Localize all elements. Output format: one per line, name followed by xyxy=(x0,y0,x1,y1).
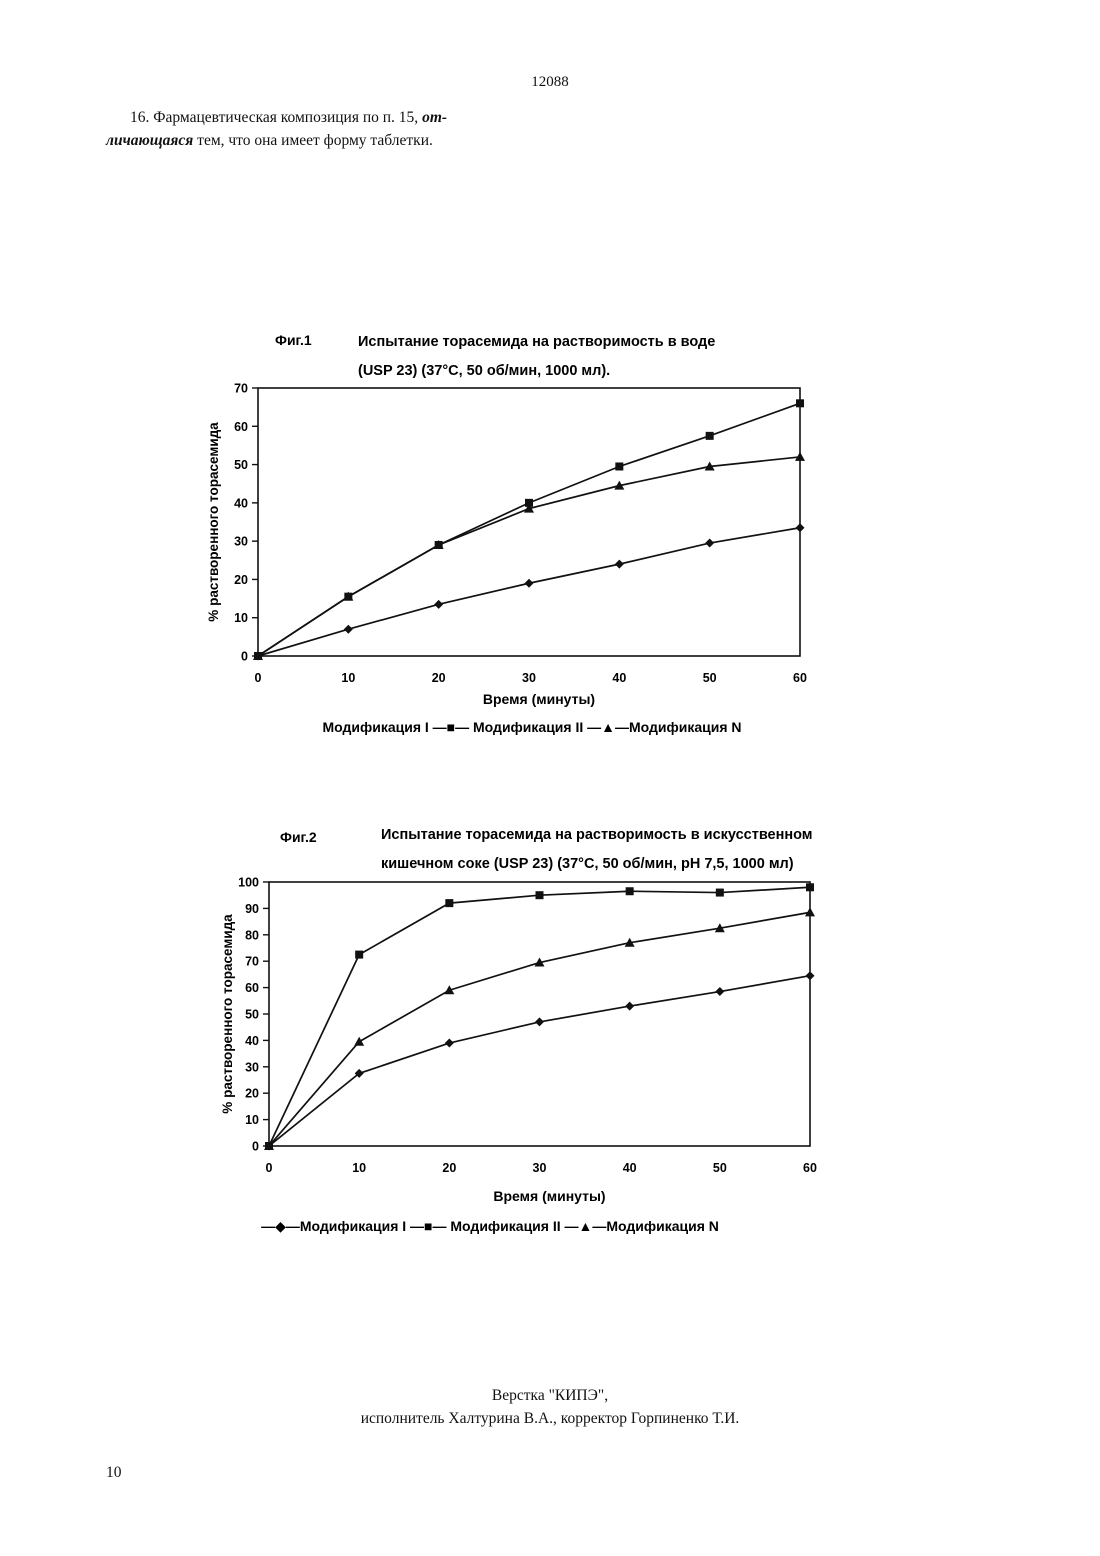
y-tick-label: 70 xyxy=(245,955,259,969)
document-number: 12088 xyxy=(0,74,1100,91)
data-point xyxy=(445,1039,454,1048)
data-point xyxy=(445,899,453,907)
fig-label: Фиг.2 xyxy=(280,829,317,845)
plot-area xyxy=(269,882,810,1146)
x-axis-label: Время (минуты) xyxy=(483,691,595,707)
data-point xyxy=(535,1017,544,1026)
footer-line-1: Верстка "КИПЭ", xyxy=(0,1384,1100,1407)
y-tick-label: 100 xyxy=(238,876,259,890)
x-tick-label: 0 xyxy=(255,671,262,685)
chart-subtitle: (USP 23) (37°C, 50 об/мин, 1000 мл). xyxy=(358,363,610,379)
data-point xyxy=(344,625,353,634)
data-point xyxy=(525,579,534,588)
y-tick-label: 30 xyxy=(234,535,248,549)
y-axis-label: % растворенного торасемида xyxy=(206,422,221,622)
data-point xyxy=(536,891,544,899)
x-tick-label: 60 xyxy=(803,1161,817,1175)
series-1 xyxy=(254,523,805,660)
series-line xyxy=(269,976,810,1146)
claim-emphasis-2: личающаяся xyxy=(106,132,193,149)
data-point xyxy=(806,883,814,891)
data-point xyxy=(806,971,815,980)
fig-label: Фиг.1 xyxy=(275,332,312,348)
x-tick-label: 10 xyxy=(341,671,355,685)
data-point xyxy=(354,1037,364,1046)
y-tick-label: 40 xyxy=(245,1034,259,1048)
page-number: 10 xyxy=(106,1464,122,1482)
series-3 xyxy=(253,452,805,660)
y-tick-label: 40 xyxy=(234,496,248,510)
claim-emphasis-1: от- xyxy=(422,109,447,126)
series-line xyxy=(258,457,800,656)
y-tick-label: 10 xyxy=(245,1113,259,1127)
chart-subtitle: кишечном соке (USP 23) (37°C, 50 об/мин,… xyxy=(381,856,794,872)
data-point xyxy=(625,1002,634,1011)
x-tick-label: 30 xyxy=(522,671,536,685)
chart-title: Испытание торасемида на растворимость в … xyxy=(381,827,813,843)
x-tick-label: 40 xyxy=(612,671,626,685)
y-tick-label: 0 xyxy=(252,1140,259,1154)
y-tick-label: 20 xyxy=(245,1087,259,1101)
data-point xyxy=(796,523,805,532)
data-point xyxy=(805,907,815,916)
series-2 xyxy=(265,883,814,1150)
claim-paragraph: 16. Фармацевтическая композиция по п. 15… xyxy=(106,106,526,152)
x-tick-label: 30 xyxy=(533,1161,547,1175)
y-tick-label: 0 xyxy=(241,650,248,664)
x-tick-label: 20 xyxy=(442,1161,456,1175)
data-point xyxy=(626,887,634,895)
data-point xyxy=(706,432,714,440)
claim-tail: тем, что она имеет форму таблетки. xyxy=(197,132,433,149)
chart-title: Испытание торасемида на растворимость в … xyxy=(358,334,715,350)
y-tick-label: 60 xyxy=(234,420,248,434)
y-tick-label: 30 xyxy=(245,1060,259,1074)
chart-fig2: Фиг.2 Испытание торасемида на растворимо… xyxy=(190,816,850,1246)
data-point xyxy=(795,452,805,461)
legend: —◆—Модификация I —■— Модификация II —▲—М… xyxy=(261,1218,719,1234)
y-axis-label: % растворенного торасемида xyxy=(220,914,235,1114)
y-tick-label: 90 xyxy=(245,902,259,916)
plot-area xyxy=(258,388,800,656)
data-point xyxy=(615,462,623,470)
series-1 xyxy=(265,971,815,1150)
x-axis-label: Время (минуты) xyxy=(493,1188,605,1204)
data-point xyxy=(716,889,724,897)
series-line xyxy=(269,912,810,1146)
x-tick-label: 10 xyxy=(352,1161,366,1175)
data-point xyxy=(355,951,363,959)
y-tick-label: 50 xyxy=(245,1008,259,1022)
data-point xyxy=(705,539,714,548)
data-point xyxy=(715,987,724,996)
data-point xyxy=(796,399,804,407)
legend: Модификация I —■— Модификация II —▲—Моди… xyxy=(322,719,741,735)
y-tick-label: 60 xyxy=(245,981,259,995)
series-line xyxy=(258,528,800,656)
y-tick-label: 10 xyxy=(234,611,248,625)
footer-line-2: исполнитель Халтурина В.А., корректор Го… xyxy=(0,1407,1100,1430)
series-2 xyxy=(254,399,804,660)
y-tick-label: 70 xyxy=(234,382,248,396)
data-point xyxy=(615,560,624,569)
y-tick-label: 80 xyxy=(245,928,259,942)
y-tick-label: 20 xyxy=(234,573,248,587)
x-tick-label: 60 xyxy=(793,671,807,685)
series-3 xyxy=(264,907,815,1150)
x-tick-label: 50 xyxy=(703,671,717,685)
claim-lead: 16. Фармацевтическая композиция по п. 15… xyxy=(130,109,418,126)
x-tick-label: 50 xyxy=(713,1161,727,1175)
x-tick-label: 20 xyxy=(432,671,446,685)
data-point xyxy=(434,600,443,609)
chart-fig1: Фиг.1 Испытание торасемида на растворимо… xyxy=(180,322,840,742)
y-tick-label: 50 xyxy=(234,458,248,472)
series-line xyxy=(258,403,800,656)
x-tick-label: 40 xyxy=(623,1161,637,1175)
x-tick-label: 0 xyxy=(266,1161,273,1175)
footer: Верстка "КИПЭ", исполнитель Халтурина В.… xyxy=(0,1384,1100,1430)
